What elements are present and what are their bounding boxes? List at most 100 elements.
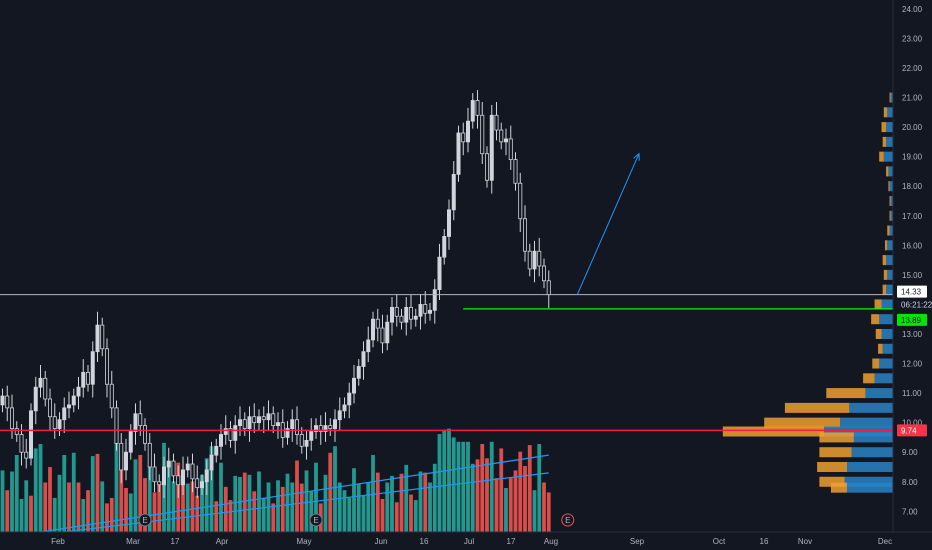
candle-body [465,120,470,143]
candle-body [399,315,404,323]
price-axis-tick: 13.00 [902,330,923,339]
volume-bar [95,453,100,532]
profile-row-value-area [886,255,893,266]
candle-body [475,100,480,116]
profile-row-outside [878,343,883,354]
candle-body [456,132,461,175]
current-price-tag-bg [897,285,927,298]
volume-bar [480,444,485,532]
candle-body [214,445,219,456]
profile-row-value-area [886,284,893,295]
profile-row-outside [826,388,866,399]
candle-body [176,475,181,486]
candle-body [290,419,295,429]
profile-row-outside [875,328,882,339]
candle-body [451,173,456,211]
candle-body [52,416,57,429]
time-axis-label: Dec [878,537,892,546]
profile-row-value-area [847,461,893,472]
candle-body [252,416,257,424]
candle-body [275,422,280,427]
volume-bar [219,462,223,532]
profile-row-value-area [886,122,893,133]
profile-row-outside [874,299,882,310]
candle-body [423,304,428,314]
profile-row-outside [881,122,887,133]
candle-body [171,460,176,477]
time-axis-label: 16 [420,537,429,546]
candle-body [342,404,347,412]
volume-bar [390,475,394,532]
candle-body [228,428,233,441]
candle-body [323,425,328,432]
candle-body [537,250,542,267]
profile-row-value-area [888,166,893,177]
volume-bar [209,446,214,532]
candle-body [356,366,361,379]
time-axis-label: Nov [798,537,812,546]
candle-body [195,478,200,489]
volume-bar [43,482,48,532]
candle-body [527,250,532,270]
profile-row-value-area [874,373,893,384]
candle-body [147,442,152,468]
profile-row-outside [889,195,891,206]
candle-body [114,407,119,444]
candle-body [546,280,551,296]
price-axis-tick: 9.00 [902,448,918,457]
price-axis-tick: 20.00 [902,123,923,132]
candle-body [218,434,223,447]
profile-row-value-area [889,181,893,192]
volume-bar [299,483,304,532]
price-axis-tick: 23.00 [902,34,923,43]
volume-bar [157,482,162,532]
volume-bar [356,483,361,532]
profile-row-outside [871,314,880,325]
volume-bar [52,497,57,532]
profile-row-value-area [889,225,893,236]
candle-body [446,209,451,237]
resistance-price-tag: 9.74 [901,426,917,435]
volume-bar [447,428,451,532]
candle-body [503,138,508,143]
volume-bar [499,448,504,532]
candle-body [204,469,209,483]
profile-row-value-area [882,343,893,354]
profile-row-value-area [886,136,893,147]
volume-bar [504,488,508,532]
candle-body [518,182,523,220]
volume-bar [371,455,375,532]
candle-body [199,481,204,489]
volume-bar [295,460,299,532]
volume-bar [523,466,527,532]
candle-body [418,304,423,317]
candle-body [90,351,95,385]
earnings-marker-label: E [313,516,318,525]
candle-body [532,250,537,270]
volume-bar [304,470,309,532]
candle-body [223,428,228,435]
profile-row-outside [889,210,891,221]
time-axis[interactable]: Feb Mar 17 Apr May Jun 16 Jul 17 Aug Sep Oct 16 Nov De… [51,537,892,546]
volume-bar [33,448,38,532]
volume-bar [124,488,128,532]
candle-body [28,410,33,459]
price-axis-tick: 18.00 [902,182,923,191]
profile-row-outside [888,181,890,192]
candle-body [389,306,394,323]
profile-row-outside [863,373,875,384]
candle-body [309,431,314,441]
earnings-marker [138,513,152,527]
candle-body [38,377,43,388]
candle-body [43,377,48,400]
projection-arrow-head [633,152,640,161]
volume-bar [128,493,133,532]
candle-body [404,306,409,323]
time-axis-label: May [296,537,311,546]
volume-bar [409,494,413,532]
candle-body [19,434,24,453]
volume-bar [242,472,247,532]
